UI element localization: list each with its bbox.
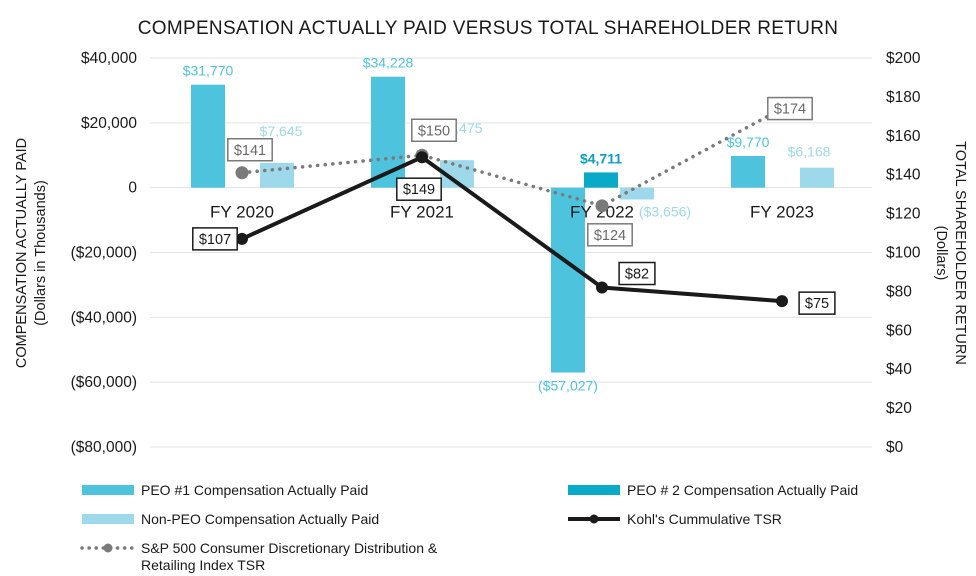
kohls-tsr-label-text: $82	[625, 267, 649, 283]
right-tick-label: $40	[886, 361, 912, 378]
right-tick-label: $80	[886, 283, 912, 300]
left-tick-label: ($80,000)	[71, 439, 137, 456]
legend-item: S&P 500 Consumer Discretionary Distribut…	[80, 540, 438, 573]
bar-value-label: $6,168	[788, 144, 831, 160]
legend: PEO #1 Compensation Actually Paid PEO # 2…	[80, 482, 858, 573]
kohls-tsr-point	[416, 151, 428, 164]
right-tick-label: $120	[886, 206, 921, 223]
left-tick-label: 0	[128, 180, 137, 197]
kohls-tsr-label-text: $107	[199, 232, 231, 248]
bar	[731, 155, 765, 188]
tsr-labels: $107 $149 $82 $75 $141 $150 $124 $174	[192, 96, 836, 315]
kohls-tsr-point	[596, 281, 608, 294]
legend-item: PEO # 2 Compensation Actually Paid	[568, 482, 858, 498]
category-labels: FY 2020 FY 2021 FY 2022 FY 2023	[210, 203, 814, 222]
left-tick-label: ($20,000)	[71, 245, 137, 262]
right-tick-label: $60	[886, 322, 912, 339]
bar	[800, 167, 834, 188]
sp500-tsr-label: $124	[587, 223, 633, 247]
left-axis: $40,000 $20,000 0 ($20,000) ($40,000) ($60,00…	[71, 50, 138, 456]
right-tick-label: $0	[886, 439, 904, 456]
sp500-tsr-label-box	[227, 138, 273, 162]
left-tick-label: $20,000	[81, 115, 137, 132]
left-axis-title-line2: (Dollars in Thousands)	[33, 180, 49, 326]
right-axis-title-line1: TOTAL SHAREHOLDER RETURN	[952, 141, 968, 365]
kohls-tsr-label-box	[192, 227, 238, 251]
bar-value-label: $4,711	[580, 150, 622, 166]
sp500-tsr-label-box	[767, 96, 813, 121]
bar-value-label: ($3,656)	[639, 204, 691, 220]
kohls-tsr-line	[241, 155, 783, 304]
legend-label: PEO #1 Compensation Actually Paid	[141, 482, 368, 498]
sp500-tsr-point	[595, 199, 609, 213]
legend-label: PEO # 2 Compensation Actually Paid	[627, 482, 858, 498]
chart-title: COMPENSATION ACTUALLY PAID VERSUS TOTAL …	[138, 18, 839, 39]
legend-swatch	[82, 514, 134, 524]
right-axis-title-line2: (Dollars)	[933, 226, 949, 281]
sp500-tsr-line	[240, 106, 784, 208]
bar	[551, 187, 585, 373]
sp500-tsr-label: $150	[411, 118, 457, 142]
legend-swatch-marker	[589, 514, 599, 524]
right-tick-label: $140	[886, 167, 921, 184]
sp500-tsr-label-box	[587, 223, 633, 247]
legend-item: Non-PEO Compensation Actually Paid	[82, 511, 379, 527]
right-tick-label: $200	[886, 50, 921, 67]
legend-swatch	[568, 485, 620, 495]
kohls-tsr-point	[776, 295, 788, 308]
right-tick-label: $20	[886, 400, 912, 417]
right-tick-label: $160	[886, 128, 921, 145]
bar	[191, 84, 225, 188]
left-axis-title-line1: COMPENSATION ACTUALLY PAID	[14, 138, 30, 368]
bar-value-label: $9,770	[727, 134, 770, 150]
bar-value-label: $34,228	[363, 55, 414, 71]
kohls-tsr-label: $149	[396, 177, 442, 201]
sp500-tsr-label: $141	[227, 138, 273, 162]
kohls-tsr-point	[236, 232, 248, 245]
bar-value-label: $31,770	[183, 63, 234, 79]
kohls-tsr-label-box	[798, 291, 836, 315]
sp500-tsr-label-text: $141	[234, 143, 266, 159]
sp500-tsr-label-box	[411, 118, 457, 142]
left-tick-label: ($60,000)	[71, 374, 137, 391]
legend-label: S&P 500 Consumer Discretionary Distribut…	[141, 540, 438, 556]
legend-swatch	[82, 485, 134, 495]
category-label: FY 2020	[210, 203, 274, 222]
legend-item: PEO #1 Compensation Actually Paid	[82, 482, 368, 498]
category-label: FY 2021	[390, 203, 454, 222]
kohls-tsr-label: $82	[618, 261, 656, 286]
kohls-tsr-label: $107	[192, 227, 238, 251]
kohls-tsr-label-text: $149	[403, 182, 435, 198]
legend-label: Kohl's Cummulative TSR	[627, 511, 782, 527]
legend-item: Kohl's Cummulative TSR	[568, 511, 782, 527]
bar-value-label: $7,645	[260, 123, 303, 139]
kohls-tsr-label-box	[618, 261, 656, 286]
right-axis: $200 $180 $160 $140 $120 $100 $80 $60 $40 $20 $0	[886, 50, 921, 456]
category-label: FY 2023	[750, 203, 814, 222]
bar-labels: $31,770 $34,228 ($57,027) $9,770 $4,711 $7,64…	[183, 55, 831, 394]
left-tick-label: ($40,000)	[71, 309, 137, 326]
bar	[584, 172, 618, 188]
legend-label-line2: Retailing Index TSR	[141, 557, 265, 573]
kohls-tsr-label: $75	[798, 291, 836, 315]
bar	[260, 162, 294, 188]
bar	[620, 187, 654, 200]
right-tick-label: $100	[886, 245, 921, 262]
legend-label: Non-PEO Compensation Actually Paid	[141, 511, 379, 527]
bar-value-label: ($57,027)	[538, 378, 598, 394]
legend-swatch-marker	[103, 543, 113, 553]
kohls-tsr-label-box	[396, 177, 442, 201]
sp500-tsr-label: $174	[767, 96, 813, 121]
sp500-tsr-label-text: $150	[418, 123, 450, 139]
sp500-tsr-point	[235, 166, 249, 180]
right-tick-label: $180	[886, 89, 921, 106]
tsr-lines	[235, 102, 789, 308]
kohls-tsr-label-text: $75	[805, 296, 829, 312]
left-tick-label: $40,000	[81, 50, 137, 67]
sp500-tsr-label-text: $124	[594, 228, 626, 244]
sp500-tsr-label-text: $174	[774, 102, 806, 118]
gridlines	[150, 57, 872, 448]
